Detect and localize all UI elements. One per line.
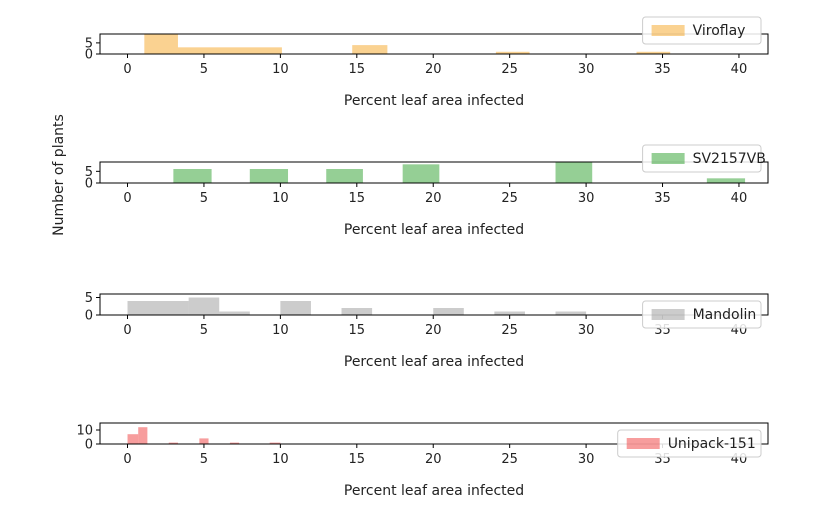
x-tick-label: 0 [123,323,131,338]
y-tick-label: 5 [85,36,93,51]
legend: Unipack-151 [617,429,762,458]
x-tick-label: 40 [731,191,748,206]
axes-frame [99,293,769,316]
legend-swatch [626,438,660,449]
x-tick-label: 20 [425,323,442,338]
x-tick-label: 5 [200,452,208,467]
x-tick-label: 10 [272,452,289,467]
histogram-bar [177,47,282,54]
x-axis-label: Percent leaf area infected [344,483,524,499]
y-tick-label: 0 [85,438,93,453]
y-tick-label: 10 [76,424,93,439]
x-tick-label: 30 [578,323,595,338]
legend-swatch [651,153,685,164]
x-tick-label: 15 [349,191,366,206]
histogram-bar [636,51,671,54]
x-tick-label: 25 [501,191,518,206]
axes-frame [99,422,769,445]
x-tick-label: 10 [272,191,289,206]
histogram-bar [555,162,593,183]
x-tick-label: 5 [200,191,208,206]
histogram-bar [199,438,209,444]
x-tick-label: 35 [654,191,671,206]
x-tick-label: 0 [123,452,131,467]
histogram-bar [706,178,746,183]
histogram-bar [269,442,281,444]
legend-label: Mandolin [693,307,757,323]
x-tick-label: 5 [200,62,208,77]
legend-box [642,300,762,329]
axes-frame [99,161,769,184]
x-tick-label: 10 [272,62,289,77]
histogram-bar [326,169,363,183]
histogram-bar [280,301,311,315]
x-tick-label: 15 [349,323,366,338]
legend-swatch [651,309,685,320]
histogram-bar [127,434,139,444]
histogram-bar [495,51,530,54]
histogram-bar [352,45,388,54]
legend: Viroflay [642,16,762,45]
histogram-bar [173,169,212,183]
x-tick-label: 20 [425,62,442,77]
histogram-bar [168,442,178,444]
x-axis-label: Percent leaf area infected [344,354,524,370]
histogram-bar [144,34,178,54]
x-tick-label: 20 [425,452,442,467]
y-tick-label: 0 [85,48,93,63]
legend: Mandolin [642,300,762,329]
histogram-bar [229,442,240,444]
y-tick-label: 5 [85,165,93,180]
y-axis-label: Number of plants [51,114,67,236]
histogram-bar [494,311,525,315]
x-tick-label: 0 [123,62,131,77]
axes-frame [99,33,769,55]
legend-label: Viroflay [693,23,746,39]
x-tick-label: 40 [731,62,748,77]
histogram-bar [402,164,440,183]
legend-label: SV2157VB [693,151,766,167]
legend: SV2157VB [642,144,766,173]
x-tick-label: 20 [425,191,442,206]
histogram-bar [341,308,373,315]
legend-box [642,144,762,173]
x-tick-label: 0 [123,191,131,206]
legend-swatch [651,25,685,36]
y-tick-label: 0 [85,309,93,324]
x-tick-label: 25 [501,452,518,467]
legend-label: Unipack-151 [668,436,756,452]
legend-box [642,16,762,45]
x-tick-label: 10 [272,323,289,338]
histogram-bar [219,311,250,315]
x-tick-label: 30 [578,191,595,206]
histogram-bar [555,311,587,315]
x-axis-label: Percent leaf area infected [344,93,524,109]
x-tick-label: 5 [200,323,208,338]
x-tick-label: 25 [501,323,518,338]
histogram-bar [188,297,220,315]
histogram-bar [433,308,464,315]
histogram-bar [249,169,289,183]
x-tick-label: 30 [578,452,595,467]
histogram-bar [127,301,189,315]
y-tick-label: 0 [85,177,93,192]
y-tick-label: 5 [85,291,93,306]
legend-box [617,429,762,458]
x-axis-label: Percent leaf area infected [344,222,524,238]
x-tick-label: 15 [349,62,366,77]
x-tick-label: 35 [654,62,671,77]
x-tick-label: 15 [349,452,366,467]
x-tick-label: 30 [578,62,595,77]
histogram-bar [138,427,148,444]
x-tick-label: 25 [501,62,518,77]
